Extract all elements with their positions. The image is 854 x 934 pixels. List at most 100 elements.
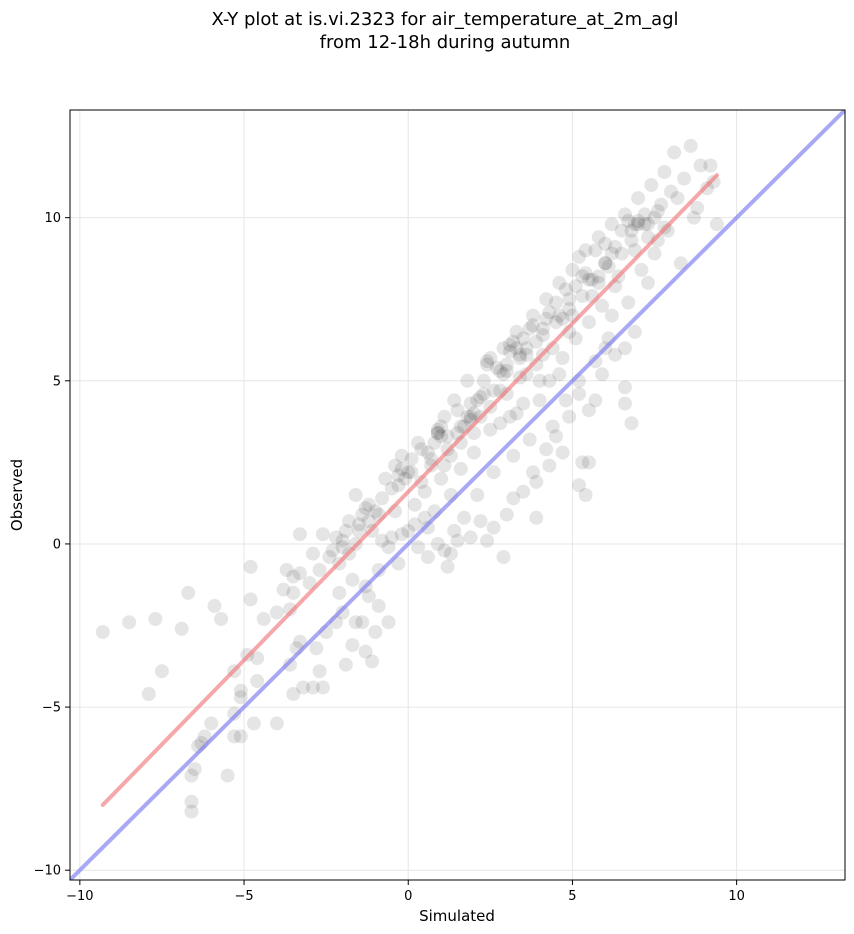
data-point-191 [549,429,563,444]
data-point-183 [581,455,596,470]
data-point-128 [545,419,560,434]
data-point-116 [506,448,521,463]
data-point-216 [352,523,366,538]
data-point-130 [552,275,567,290]
data-point-133 [562,302,577,316]
data-point-206 [450,533,465,548]
data-point-71 [322,550,337,564]
data-point-276 [664,184,678,199]
data-point-53 [368,625,383,639]
data-point-324 [562,292,577,307]
data-point-187 [608,347,623,362]
data-point-41 [306,680,320,695]
data-point-237 [476,373,491,388]
data-point-309 [604,246,619,261]
data-point-90 [404,465,419,480]
data-point-137 [575,289,590,303]
data-point-31 [197,729,212,744]
data-point-177 [595,367,609,382]
data-point-218 [375,533,389,548]
y-tick-label-3: 5 [53,374,61,389]
data-point-270 [631,217,646,232]
data-point-111 [486,465,501,480]
y-axis-ticks: −10 −5 0 5 10 [34,211,70,879]
data-point-46 [309,641,324,656]
data-point-254 [558,282,573,297]
data-point-314 [526,318,540,333]
data-point-129 [549,315,563,330]
fit-line [100,173,719,807]
data-point-151 [624,233,639,248]
data-point-17 [306,546,320,561]
data-point-217 [361,514,376,529]
data-point-109 [480,354,495,369]
data-point-271 [637,207,652,222]
identity-line [70,110,845,880]
data-point-57 [361,589,376,604]
data-point-299 [516,331,531,346]
data-point-305 [486,383,501,398]
data-point-302 [414,442,429,457]
data-point-105 [463,409,478,424]
data-point-220 [325,543,340,558]
data-point-204 [473,514,488,529]
data-point-219 [381,540,396,555]
data-point-146 [604,217,619,232]
data-point-7 [207,598,222,613]
data-point-21 [250,674,265,688]
data-point-317 [624,223,639,238]
data-point-184 [624,416,639,431]
data-point-14 [292,566,307,581]
data-point-209 [440,559,455,574]
data-point-55 [371,598,386,613]
data-point-35 [184,794,199,809]
data-point-263 [598,236,613,251]
data-point-66 [283,602,297,617]
x-tick-label-1: −5 [234,889,253,904]
data-point-59 [332,585,347,600]
data-point-154 [637,217,652,232]
data-point-241 [499,386,514,401]
data-point-279 [434,429,449,444]
data-point-288 [398,471,412,486]
data-point-22 [250,651,265,666]
data-point-290 [466,406,481,421]
data-point-267 [614,223,629,238]
data-point-178 [588,393,603,408]
data-point-316 [575,269,590,284]
data-point-257 [568,279,583,294]
data-point-78 [348,488,363,502]
data-point-326 [641,217,655,232]
data-point-13 [286,585,301,600]
data-point-5 [154,664,169,679]
data-point-0 [95,625,110,639]
data-point-140 [585,272,600,287]
data-point-103 [453,461,468,476]
data-point-125 [535,328,550,343]
data-point-141 [588,354,603,369]
data-point-115 [503,409,517,424]
data-point-132 [558,393,573,408]
data-point-123 [529,357,544,372]
data-point-240 [493,416,508,431]
data-point-320 [401,465,416,480]
data-point-170 [690,200,705,215]
data-point-181 [578,488,593,502]
data-point-61 [348,615,363,630]
data-point-296 [631,213,646,228]
chart-subtitle: from 12-18h during autumn [320,32,571,53]
data-point-298 [483,351,498,365]
data-point-312 [440,429,455,444]
data-point-38 [286,687,301,701]
data-point-113 [496,341,511,356]
data-point-166 [700,181,715,196]
data-point-107 [470,488,485,502]
data-point-26 [227,706,242,721]
scatter-points [95,138,724,819]
data-point-212 [420,550,435,564]
data-point-25 [233,690,248,705]
data-point-70 [312,563,327,577]
data-point-193 [555,445,570,460]
data-point-157 [650,204,665,219]
